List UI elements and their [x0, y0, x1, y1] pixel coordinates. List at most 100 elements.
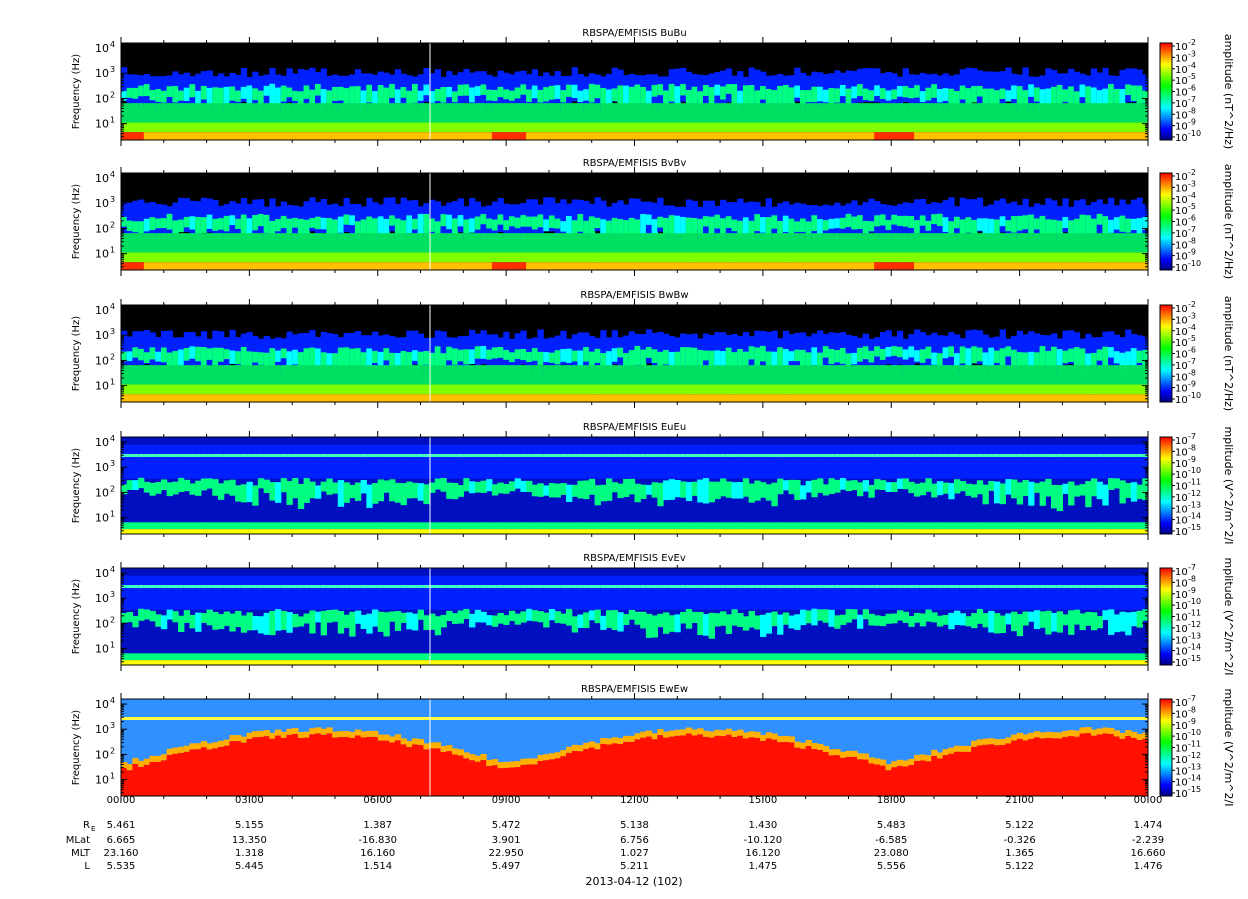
colorbar-tick-label: 10	[1175, 721, 1188, 732]
y-axis-label: Frequency (Hz)	[71, 184, 82, 260]
y-tick-exponent: 1	[110, 378, 115, 387]
y-tick-label: 10	[95, 774, 109, 787]
colorbar-tick-label: 10	[1175, 183, 1188, 194]
orbit-value: 5.556	[877, 861, 906, 872]
colorbar-tick-exponent: -13	[1188, 631, 1201, 640]
y-axis-label: Frequency (Hz)	[71, 54, 82, 130]
colorbar-tick-exponent: -2	[1188, 38, 1196, 47]
colorbar-tick-exponent: -5	[1188, 72, 1196, 81]
y-tick-label: 10	[95, 172, 109, 185]
colorbar-tick-label: 10	[1175, 122, 1188, 133]
colorbar-tick-label: 10	[1175, 327, 1188, 338]
colorbar-tick-exponent: -3	[1188, 311, 1196, 320]
orbit-value: 5.138	[620, 820, 649, 831]
panel-title: RBSPA/EMFISIS EwEw	[581, 684, 688, 695]
colorbar-tick-exponent: -7	[1188, 432, 1196, 441]
colorbar-tick-label: 10	[1175, 698, 1188, 709]
colorbar-tick-label: 10	[1175, 110, 1188, 121]
colorbar-tick-label: 10	[1175, 635, 1188, 646]
panel-title: RBSPA/EMFISIS BwBw	[580, 290, 688, 301]
colorbar-tick-label: 10	[1175, 778, 1188, 789]
colorbar-tick-label: 10	[1175, 361, 1188, 372]
y-tick-label: 10	[95, 329, 109, 342]
colorbar-tick-exponent: -10	[1188, 597, 1201, 606]
colorbar-tick-exponent: -10	[1188, 391, 1201, 400]
y-tick-exponent: 4	[110, 170, 115, 179]
colorbar-tick-label: 10	[1175, 195, 1188, 206]
colorbar-tick-label: 10	[1175, 229, 1188, 240]
colorbar-tick-exponent: -5	[1188, 334, 1196, 343]
colorbar-tick-label: 10	[1175, 766, 1188, 777]
colorbar-tick-label: 10	[1175, 482, 1188, 493]
orbit-value: 1.476	[1134, 861, 1163, 872]
colorbar-tick-exponent: -7	[1188, 694, 1196, 703]
colorbar-tick-exponent: -9	[1188, 586, 1196, 595]
colorbar-tick-label: 10	[1175, 658, 1188, 669]
colorbar-label: mplitude (V^2/m^2/I	[1222, 558, 1235, 676]
colorbar-tick-label: 10	[1175, 133, 1188, 144]
colorbar-tick-label: 10	[1175, 613, 1188, 624]
colorbar-tick-exponent: -6	[1188, 214, 1196, 223]
colorbar-tick-exponent: -14	[1188, 643, 1201, 652]
colorbar-tick-label: 10	[1175, 304, 1188, 315]
x-tick-label: 12:00	[620, 795, 649, 806]
colorbar-tick-label: 10	[1175, 206, 1188, 217]
orbit-value: 5.483	[877, 820, 906, 831]
colorbar-tick-exponent: -12	[1188, 620, 1201, 629]
colorbar-tick-exponent: -9	[1188, 455, 1196, 464]
colorbar-tick-exponent: -7	[1188, 563, 1196, 572]
orbit-value: 16.660	[1131, 848, 1166, 859]
y-axis-label: Frequency (Hz)	[71, 316, 82, 392]
spectrogram-image	[121, 173, 1148, 270]
panel-title: RBSPA/EMFISIS BuBu	[582, 28, 686, 39]
spectrogram-image	[121, 699, 1148, 796]
colorbar-tick-exponent: -12	[1188, 751, 1201, 760]
panel-title: RBSPA/EMFISIS BvBv	[583, 158, 687, 169]
y-tick-label: 10	[95, 461, 109, 474]
colorbar-tick-label: 10	[1175, 88, 1188, 99]
colorbar-tick-label: 10	[1175, 76, 1188, 87]
x-tick-label: 09:00	[492, 795, 521, 806]
orbit-value: 1.514	[363, 861, 392, 872]
colorbar-tick-exponent: -10	[1188, 728, 1201, 737]
colorbar-tick-exponent: -9	[1188, 380, 1196, 389]
orbit-value: -16.830	[358, 835, 397, 846]
y-tick-label: 10	[95, 723, 109, 736]
y-axis-label: Frequency (Hz)	[71, 710, 82, 786]
colorbar-tick-exponent: -14	[1188, 512, 1201, 521]
y-tick-label: 10	[95, 118, 109, 131]
colorbar-tick-label: 10	[1175, 395, 1188, 406]
y-tick-label: 10	[95, 197, 109, 210]
colorbar-tick-label: 10	[1175, 218, 1188, 229]
time-axis: 00:00 03:00 06:00 09:00 12:00 15:00 18:00 21:00…	[107, 795, 1163, 806]
orbit-value: -6.585	[875, 835, 907, 846]
colorbar-tick-exponent: -8	[1188, 705, 1196, 714]
orbit-ephemeris-table: R E 5.461 5.155 1.387 5.472 5.138 1.430 5.483 5.1…	[66, 820, 1166, 872]
colorbar-tick-label: 10	[1175, 709, 1188, 720]
colorbar-tick-label: 10	[1175, 315, 1188, 326]
colorbar: 10-210-310-410-510-610-710-810-910-10 amp…	[1159, 164, 1235, 279]
colorbar-tick-exponent: -4	[1188, 61, 1196, 70]
colorbar-label: amplitude (nT^2/Hz)	[1222, 34, 1235, 149]
colorbar-tick-exponent: -9	[1188, 118, 1196, 127]
orbit-value: 5.122	[1005, 820, 1034, 831]
colorbar-tick-exponent: -7	[1188, 225, 1196, 234]
y-tick-exponent: 1	[110, 772, 115, 781]
colorbar-tick-exponent: -5	[1188, 202, 1196, 211]
colorbar-tick-label: 10	[1175, 493, 1188, 504]
colorbar-tick-label: 10	[1175, 240, 1188, 251]
orbit-value: 6.665	[107, 835, 136, 846]
y-tick-label: 10	[95, 248, 109, 261]
y-tick-label: 10	[95, 67, 109, 80]
colorbar-tick-label: 10	[1175, 504, 1188, 515]
colorbar-tick-exponent: -10	[1188, 466, 1201, 475]
orbit-value: 23.160	[104, 848, 139, 859]
colorbar-tick-label: 10	[1175, 516, 1188, 527]
y-tick-exponent: 2	[110, 484, 115, 493]
